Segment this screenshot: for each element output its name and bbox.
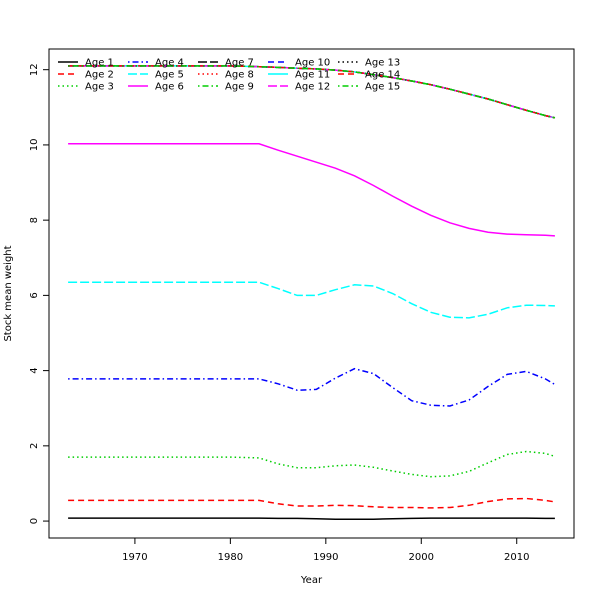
y-axis: 0 2 4 6 8 10 12 (29, 63, 49, 524)
plot-frame (48, 48, 575, 539)
legend-label: Age 6 (155, 82, 184, 93)
legend-label: Age 7 (225, 58, 254, 69)
legend-label: Age 11 (295, 70, 330, 81)
series-line-age-6 (68, 143, 555, 237)
legend-label: Age 1 (85, 58, 114, 69)
y-tick-label: 10 (29, 139, 40, 152)
legend-label: Age 14 (365, 70, 400, 81)
legend-label: Age 15 (365, 82, 400, 93)
series-layer (68, 65, 556, 520)
series-line-age-5 (68, 281, 555, 319)
legend-label: Age 8 (225, 70, 254, 81)
series-line-age-15 (68, 65, 556, 119)
x-tick-label: 1990 (313, 552, 338, 563)
y-tick-label: 6 (29, 292, 40, 298)
y-tick-label: 2 (29, 443, 40, 449)
legend-label: Age 13 (365, 58, 400, 69)
y-tick-label: 4 (29, 367, 40, 373)
y-tick-label: 12 (29, 63, 40, 76)
x-axis: 1970 1980 1990 2000 2010 (122, 538, 529, 563)
legend-label: Age 4 (155, 58, 184, 69)
legend-label: Age 2 (85, 70, 114, 81)
legend-label: Age 5 (155, 70, 184, 81)
y-tick-label: 8 (29, 217, 40, 223)
legend-label: Age 3 (85, 82, 114, 93)
y-tick-label: 0 (29, 518, 40, 524)
x-axis-title: Year (300, 575, 323, 586)
series-line-age-4 (68, 367, 556, 407)
x-tick-label: 2000 (409, 552, 434, 563)
series-line-age-3 (68, 450, 556, 478)
legend-label: Age 12 (295, 82, 330, 93)
y-axis-title: Stock mean weight (3, 245, 14, 341)
legend-label: Age 10 (295, 58, 330, 69)
x-tick-label: 1980 (218, 552, 243, 563)
series-line-age-1 (68, 517, 555, 520)
x-tick-label: 1970 (122, 552, 147, 563)
x-tick-label: 2010 (504, 552, 529, 563)
series-line-age-2 (68, 497, 556, 509)
legend-label: Age 9 (225, 82, 254, 93)
